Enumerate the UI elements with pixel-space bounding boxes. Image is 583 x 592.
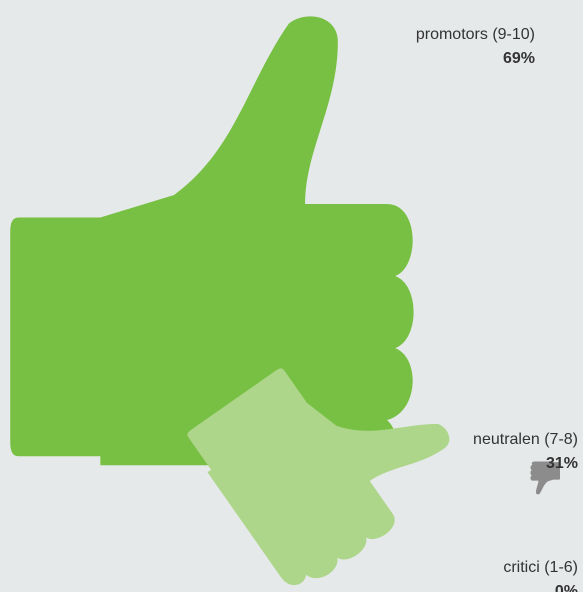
value-label: 31% <box>546 455 578 472</box>
value-label: 69% <box>503 50 535 67</box>
thumb-icon <box>10 16 414 466</box>
value-label: 0% <box>555 583 578 592</box>
thumb-icon <box>530 461 560 495</box>
category-label: promotors (9-10) <box>416 26 535 43</box>
thumb-icon <box>187 368 450 585</box>
category-label: neutralen (7-8) <box>473 431 578 448</box>
category-label: critici (1-6) <box>503 559 578 576</box>
